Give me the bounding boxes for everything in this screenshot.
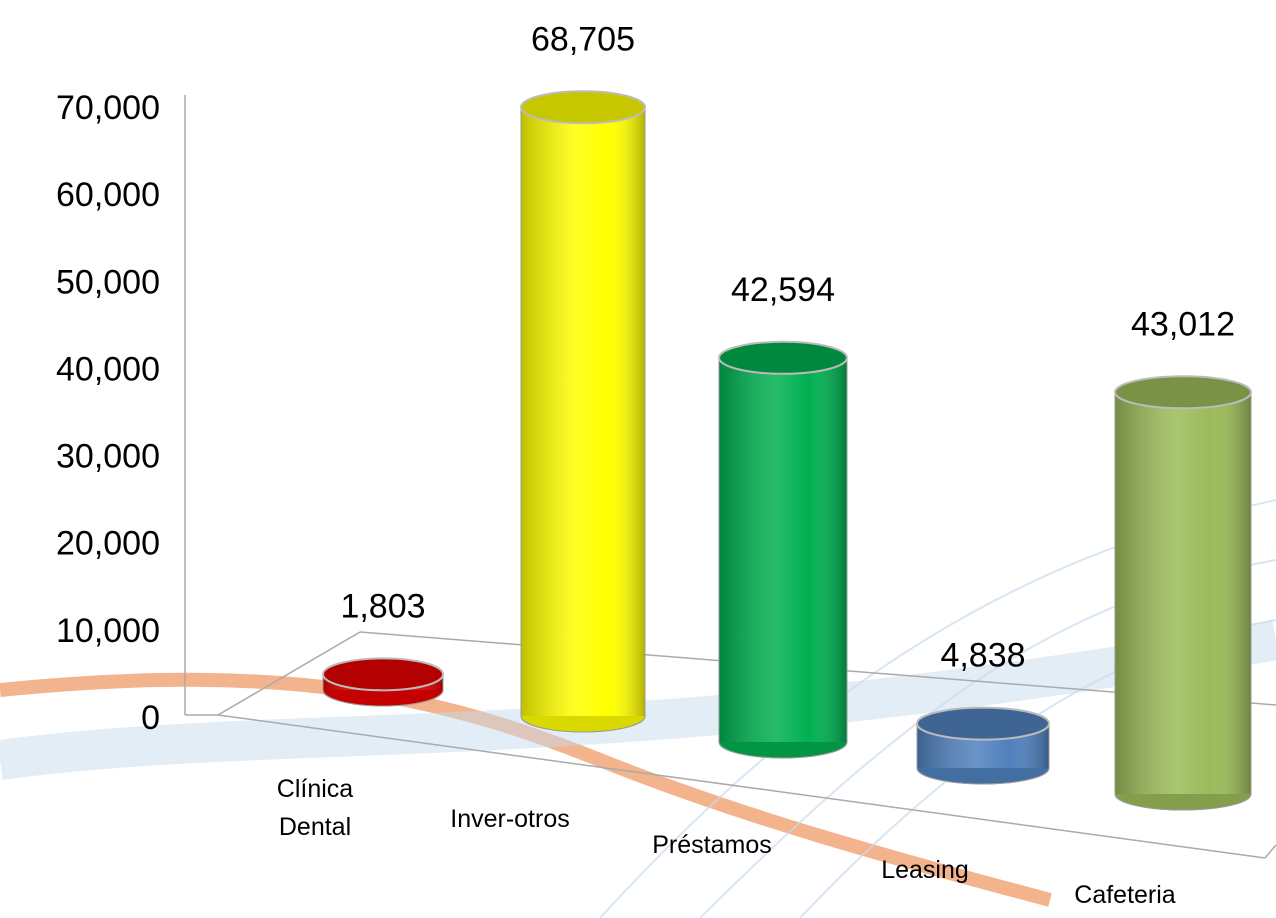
y-tick-label: 0: [141, 699, 160, 737]
y-tick-label: 70,000: [56, 89, 160, 127]
y-tick-label: 20,000: [56, 525, 160, 563]
x-tick-label: Inver-otros: [450, 805, 570, 833]
cylinder-top: [520, 90, 646, 125]
x-tick-label: Leasing: [881, 856, 969, 884]
cylinder-shade: [521, 107, 645, 717]
value-label: 68,705: [531, 20, 635, 58]
x-tick-label: Préstamos: [652, 831, 772, 859]
cylinder-bottom-edge: [718, 741, 848, 759]
value-label: 4,838: [940, 637, 1025, 675]
cylinder-top: [322, 657, 444, 692]
value-label: 43,012: [1131, 305, 1235, 343]
cylinder-top: [718, 340, 848, 375]
y-tick-label: 10,000: [56, 612, 160, 650]
value-label: 1,803: [340, 587, 425, 625]
cylinder-shade: [719, 357, 847, 742]
cylinder-bottom-edge: [520, 715, 646, 733]
cylinder-shade: [1115, 392, 1251, 794]
y-tick-label: 60,000: [56, 176, 160, 214]
cylinder-top: [916, 706, 1050, 741]
y-tick-label: 30,000: [56, 438, 160, 476]
cylinder-bottom-edge: [322, 689, 444, 707]
cylinder-bottom-edge: [1114, 793, 1252, 811]
y-tick-label: 50,000: [56, 263, 160, 301]
value-label: 42,594: [731, 271, 835, 309]
y-tick-label: 40,000: [56, 350, 160, 388]
cylinder-bottom-edge: [916, 767, 1050, 785]
x-tick-label: Clínica Dental: [276, 775, 354, 841]
cylinder-top: [1114, 375, 1252, 410]
x-tick-label: Cafeteria: [1074, 881, 1176, 909]
